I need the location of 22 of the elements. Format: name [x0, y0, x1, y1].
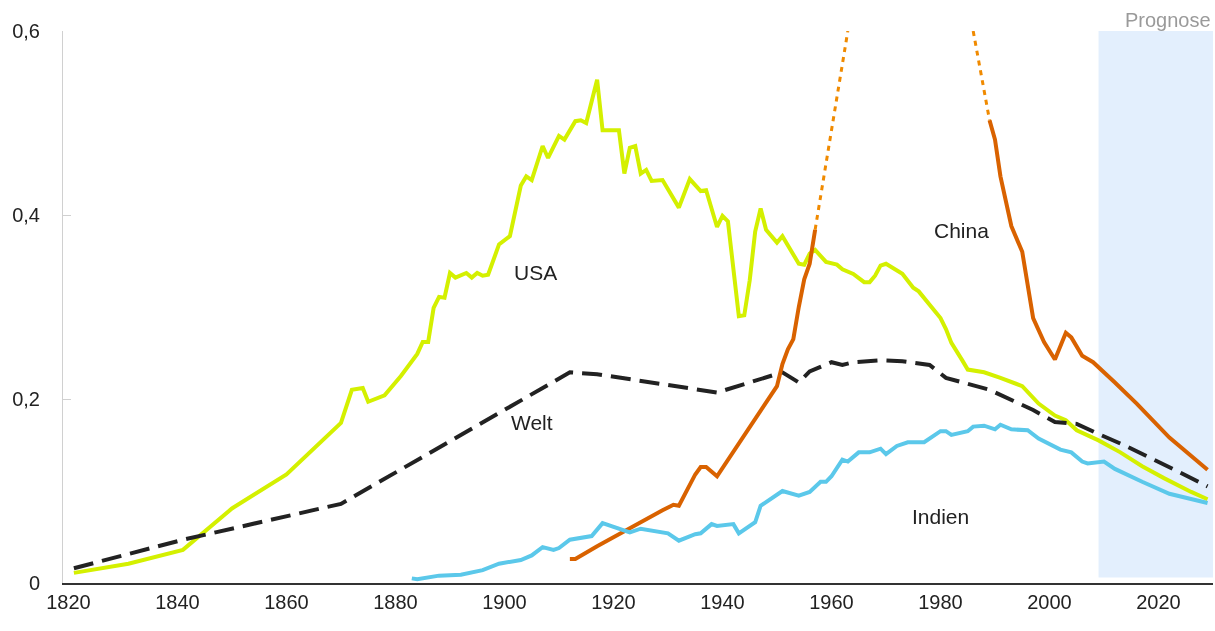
line-series	[71, 358, 1210, 571]
band-label: Prognose	[1125, 9, 1211, 31]
x-tick-label: 2020	[1136, 591, 1181, 613]
y-tick-label: 0	[28, 572, 40, 594]
x-tick-label: 1840	[155, 591, 200, 613]
x-tick-label: 1960	[809, 591, 854, 613]
x-tick-label: 1980	[918, 591, 963, 613]
y-tick-label: 0,2	[12, 388, 40, 410]
x-tick-label: 2000	[1027, 591, 1072, 613]
series-label: China	[934, 219, 990, 242]
series-label: USA	[514, 261, 558, 284]
x-tick-label: 1900	[482, 591, 527, 613]
x-tick-label: 1920	[591, 591, 636, 613]
series-label: Welt	[511, 411, 553, 434]
x-tick-label: 1940	[700, 591, 745, 613]
x-tick-label: 1820	[46, 591, 91, 613]
x-tick-label: 1880	[373, 591, 418, 613]
y-tick-label: 0,6	[12, 20, 40, 42]
text: Indien	[912, 505, 970, 528]
y-tick-label: 0,4	[12, 204, 40, 226]
line-series	[71, 77, 1210, 575]
x-tick-label: 1860	[264, 591, 309, 613]
